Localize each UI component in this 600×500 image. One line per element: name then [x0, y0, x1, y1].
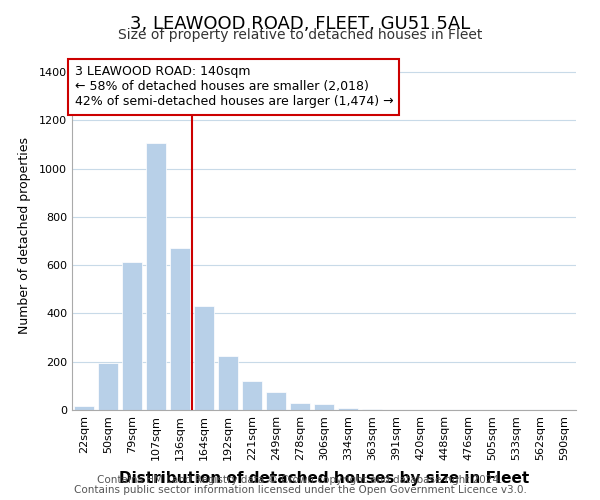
- Text: 3 LEAWOOD ROAD: 140sqm
← 58% of detached houses are smaller (2,018)
42% of semi-: 3 LEAWOOD ROAD: 140sqm ← 58% of detached…: [74, 66, 393, 108]
- Text: Size of property relative to detached houses in Fleet: Size of property relative to detached ho…: [118, 28, 482, 42]
- Bar: [74, 406, 94, 410]
- Bar: [170, 248, 190, 410]
- Bar: [98, 363, 118, 410]
- Bar: [338, 408, 358, 410]
- Bar: [266, 392, 286, 410]
- Bar: [122, 262, 142, 410]
- Bar: [218, 356, 238, 410]
- Text: Contains HM Land Registry data © Crown copyright and database right 2024.: Contains HM Land Registry data © Crown c…: [97, 475, 503, 485]
- Bar: [242, 381, 262, 410]
- Text: 3, LEAWOOD ROAD, FLEET, GU51 5AL: 3, LEAWOOD ROAD, FLEET, GU51 5AL: [130, 15, 470, 33]
- Bar: [290, 403, 310, 410]
- Bar: [146, 144, 166, 410]
- Y-axis label: Number of detached properties: Number of detached properties: [17, 136, 31, 334]
- X-axis label: Distribution of detached houses by size in Fleet: Distribution of detached houses by size …: [119, 471, 529, 486]
- Bar: [194, 306, 214, 410]
- Bar: [314, 404, 334, 410]
- Text: Contains public sector information licensed under the Open Government Licence v3: Contains public sector information licen…: [74, 485, 526, 495]
